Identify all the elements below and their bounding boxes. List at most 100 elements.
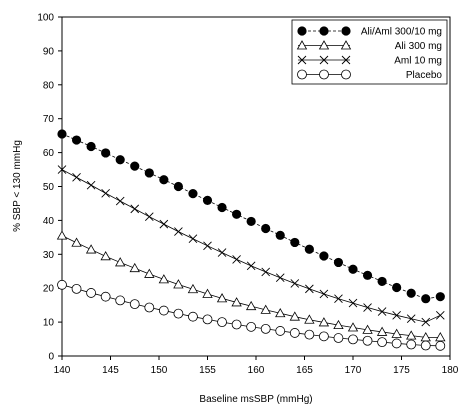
legend-marker [319, 55, 329, 65]
data-point [319, 289, 329, 299]
data-point [100, 291, 111, 302]
data-point [232, 209, 242, 219]
data-point [187, 283, 199, 294]
x-axis-title: Baseline msSBP (mmHg) [199, 394, 312, 405]
y-tick-label: 80 [43, 80, 55, 91]
legend-entry: Ali/Aml 300/10 mg [297, 26, 442, 38]
data-point [406, 288, 416, 298]
x-tick-label: 180 [442, 365, 459, 376]
data-point [246, 216, 256, 227]
data-point [217, 317, 227, 328]
data-point [275, 326, 286, 336]
data-point [246, 321, 257, 332]
data-point [173, 181, 183, 192]
data-point [203, 241, 212, 251]
data-point [304, 244, 314, 254]
data-point [421, 294, 431, 304]
legend-marker [296, 40, 308, 50]
data-point [231, 319, 242, 330]
data-point [115, 257, 126, 267]
data-point [261, 267, 271, 277]
data-point [86, 141, 96, 152]
y-axis: 0 10 20 30 40 50 60 70 80 90 100 [37, 13, 62, 363]
data-point [174, 227, 183, 236]
data-point [159, 219, 169, 229]
y-tick-label: 50 [43, 182, 55, 193]
data-point [290, 237, 300, 248]
legend-marker [341, 55, 351, 65]
data-point [101, 148, 111, 158]
data-point [71, 135, 82, 145]
data-point [144, 212, 154, 221]
y-tick-label: 90 [43, 46, 55, 57]
legend-marker [318, 40, 330, 50]
data-point [217, 202, 227, 213]
y-tick-label: 100 [37, 13, 54, 24]
legend-marker [297, 55, 307, 65]
data-point [101, 188, 110, 198]
data-point [348, 264, 358, 274]
legend-entry: Aml 10 mg [297, 55, 442, 67]
data-point [188, 311, 198, 322]
data-point [304, 329, 315, 340]
x-tick-label: 150 [151, 365, 168, 376]
data-point [391, 328, 402, 338]
data-point [305, 284, 314, 294]
data-point [129, 262, 140, 273]
data-point [290, 279, 300, 288]
data-point [334, 294, 343, 304]
data-point [406, 314, 416, 324]
legend-entry: Ali 300 mg [296, 40, 442, 52]
data-point [275, 307, 286, 318]
data-point [435, 292, 445, 302]
data-point [318, 317, 330, 327]
data-point [406, 339, 417, 350]
series-2 [56, 230, 446, 342]
x-tick-label: 155 [199, 365, 216, 376]
data-point [391, 338, 402, 349]
y-axis-title: % SBP < 130 mmHg [12, 140, 23, 232]
data-point [333, 319, 344, 330]
data-point [289, 311, 300, 321]
data-point [57, 279, 67, 290]
y-tick-label: 40 [43, 216, 55, 227]
data-point [319, 251, 329, 261]
series-3 [57, 165, 445, 327]
data-point [261, 223, 271, 234]
data-point [275, 230, 285, 240]
data-point [115, 155, 125, 165]
data-point [202, 195, 213, 205]
y-tick-label: 30 [43, 250, 55, 261]
data-point [392, 282, 402, 293]
data-point [377, 337, 388, 348]
data-point [173, 308, 184, 319]
legend-marker [341, 69, 351, 80]
data-point [275, 273, 285, 283]
data-point [216, 293, 228, 303]
data-point [158, 274, 170, 284]
data-point [129, 299, 140, 310]
data-point [362, 324, 373, 334]
x-tick-label: 175 [393, 365, 410, 376]
data-point [56, 230, 68, 240]
data-point [202, 288, 213, 298]
data-point [421, 317, 431, 327]
data-point [377, 276, 387, 287]
data-point [420, 340, 431, 351]
data-point [188, 234, 198, 244]
data-point [144, 302, 155, 313]
data-point [85, 244, 97, 254]
data-point [57, 129, 67, 139]
x-tick-label: 165 [296, 365, 313, 376]
data-point [158, 305, 169, 316]
legend-label: Aml 10 mg [394, 56, 442, 67]
legend-marker [340, 40, 352, 50]
x-tick-label: 170 [345, 365, 362, 376]
data-point [377, 307, 387, 316]
x-tick-label: 140 [54, 365, 71, 376]
data-point [376, 326, 388, 336]
legend-label: Ali/Aml 300/10 mg [361, 27, 442, 38]
data-point [406, 330, 417, 340]
data-point [347, 322, 359, 332]
